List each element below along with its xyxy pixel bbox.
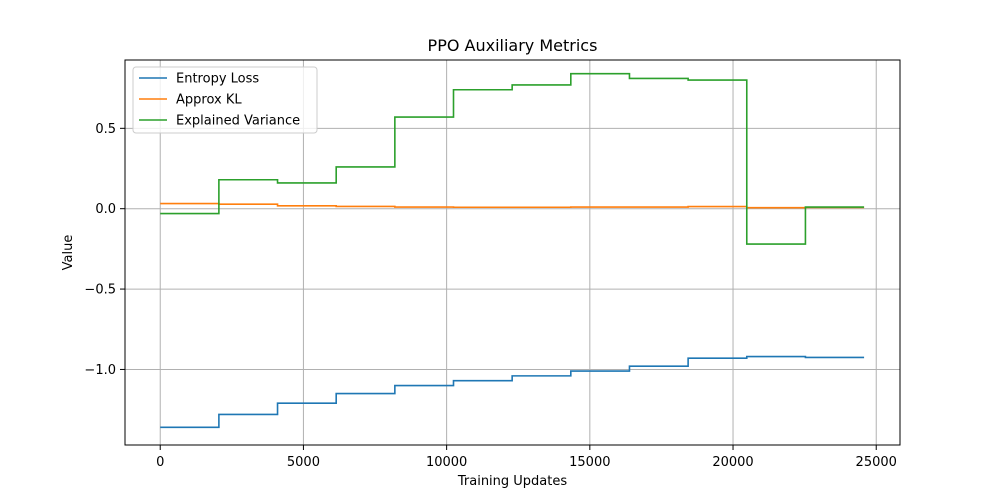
y-tick-label: 0.0	[95, 202, 116, 217]
grid	[125, 60, 900, 445]
y-axis-label: Value	[61, 235, 76, 271]
legend-label: Explained Variance	[176, 114, 300, 129]
y-tick-label: −1.0	[84, 363, 116, 378]
x-tick-label: 0	[156, 455, 164, 470]
x-tick-label: 20000	[712, 455, 753, 470]
plot-frame	[124, 59, 901, 446]
y-tick-label: 0.5	[95, 122, 116, 137]
chart-title: PPO Auxiliary Metrics	[428, 36, 598, 55]
y-tick-label: −0.5	[84, 283, 116, 298]
legend-label: Approx KL	[176, 93, 242, 108]
x-tick-label: 5000	[287, 455, 320, 470]
series-line-0	[160, 355, 865, 429]
series-line-2	[160, 72, 865, 245]
legend-label: Entropy Loss	[176, 72, 259, 87]
legend: Entropy Loss Approx KL Explained Variance	[132, 66, 318, 134]
axis-ticks: 0 5000 10000 15000 20000 25000 −1.0 −0.5 0.0 0.5	[84, 122, 896, 470]
x-tick-label: 15000	[569, 455, 610, 470]
x-tick-label: 10000	[426, 455, 467, 470]
x-axis-label: Training Updates	[457, 474, 568, 489]
series-lines	[160, 72, 865, 429]
legend-box	[132, 66, 318, 134]
x-tick-label: 25000	[856, 455, 897, 470]
